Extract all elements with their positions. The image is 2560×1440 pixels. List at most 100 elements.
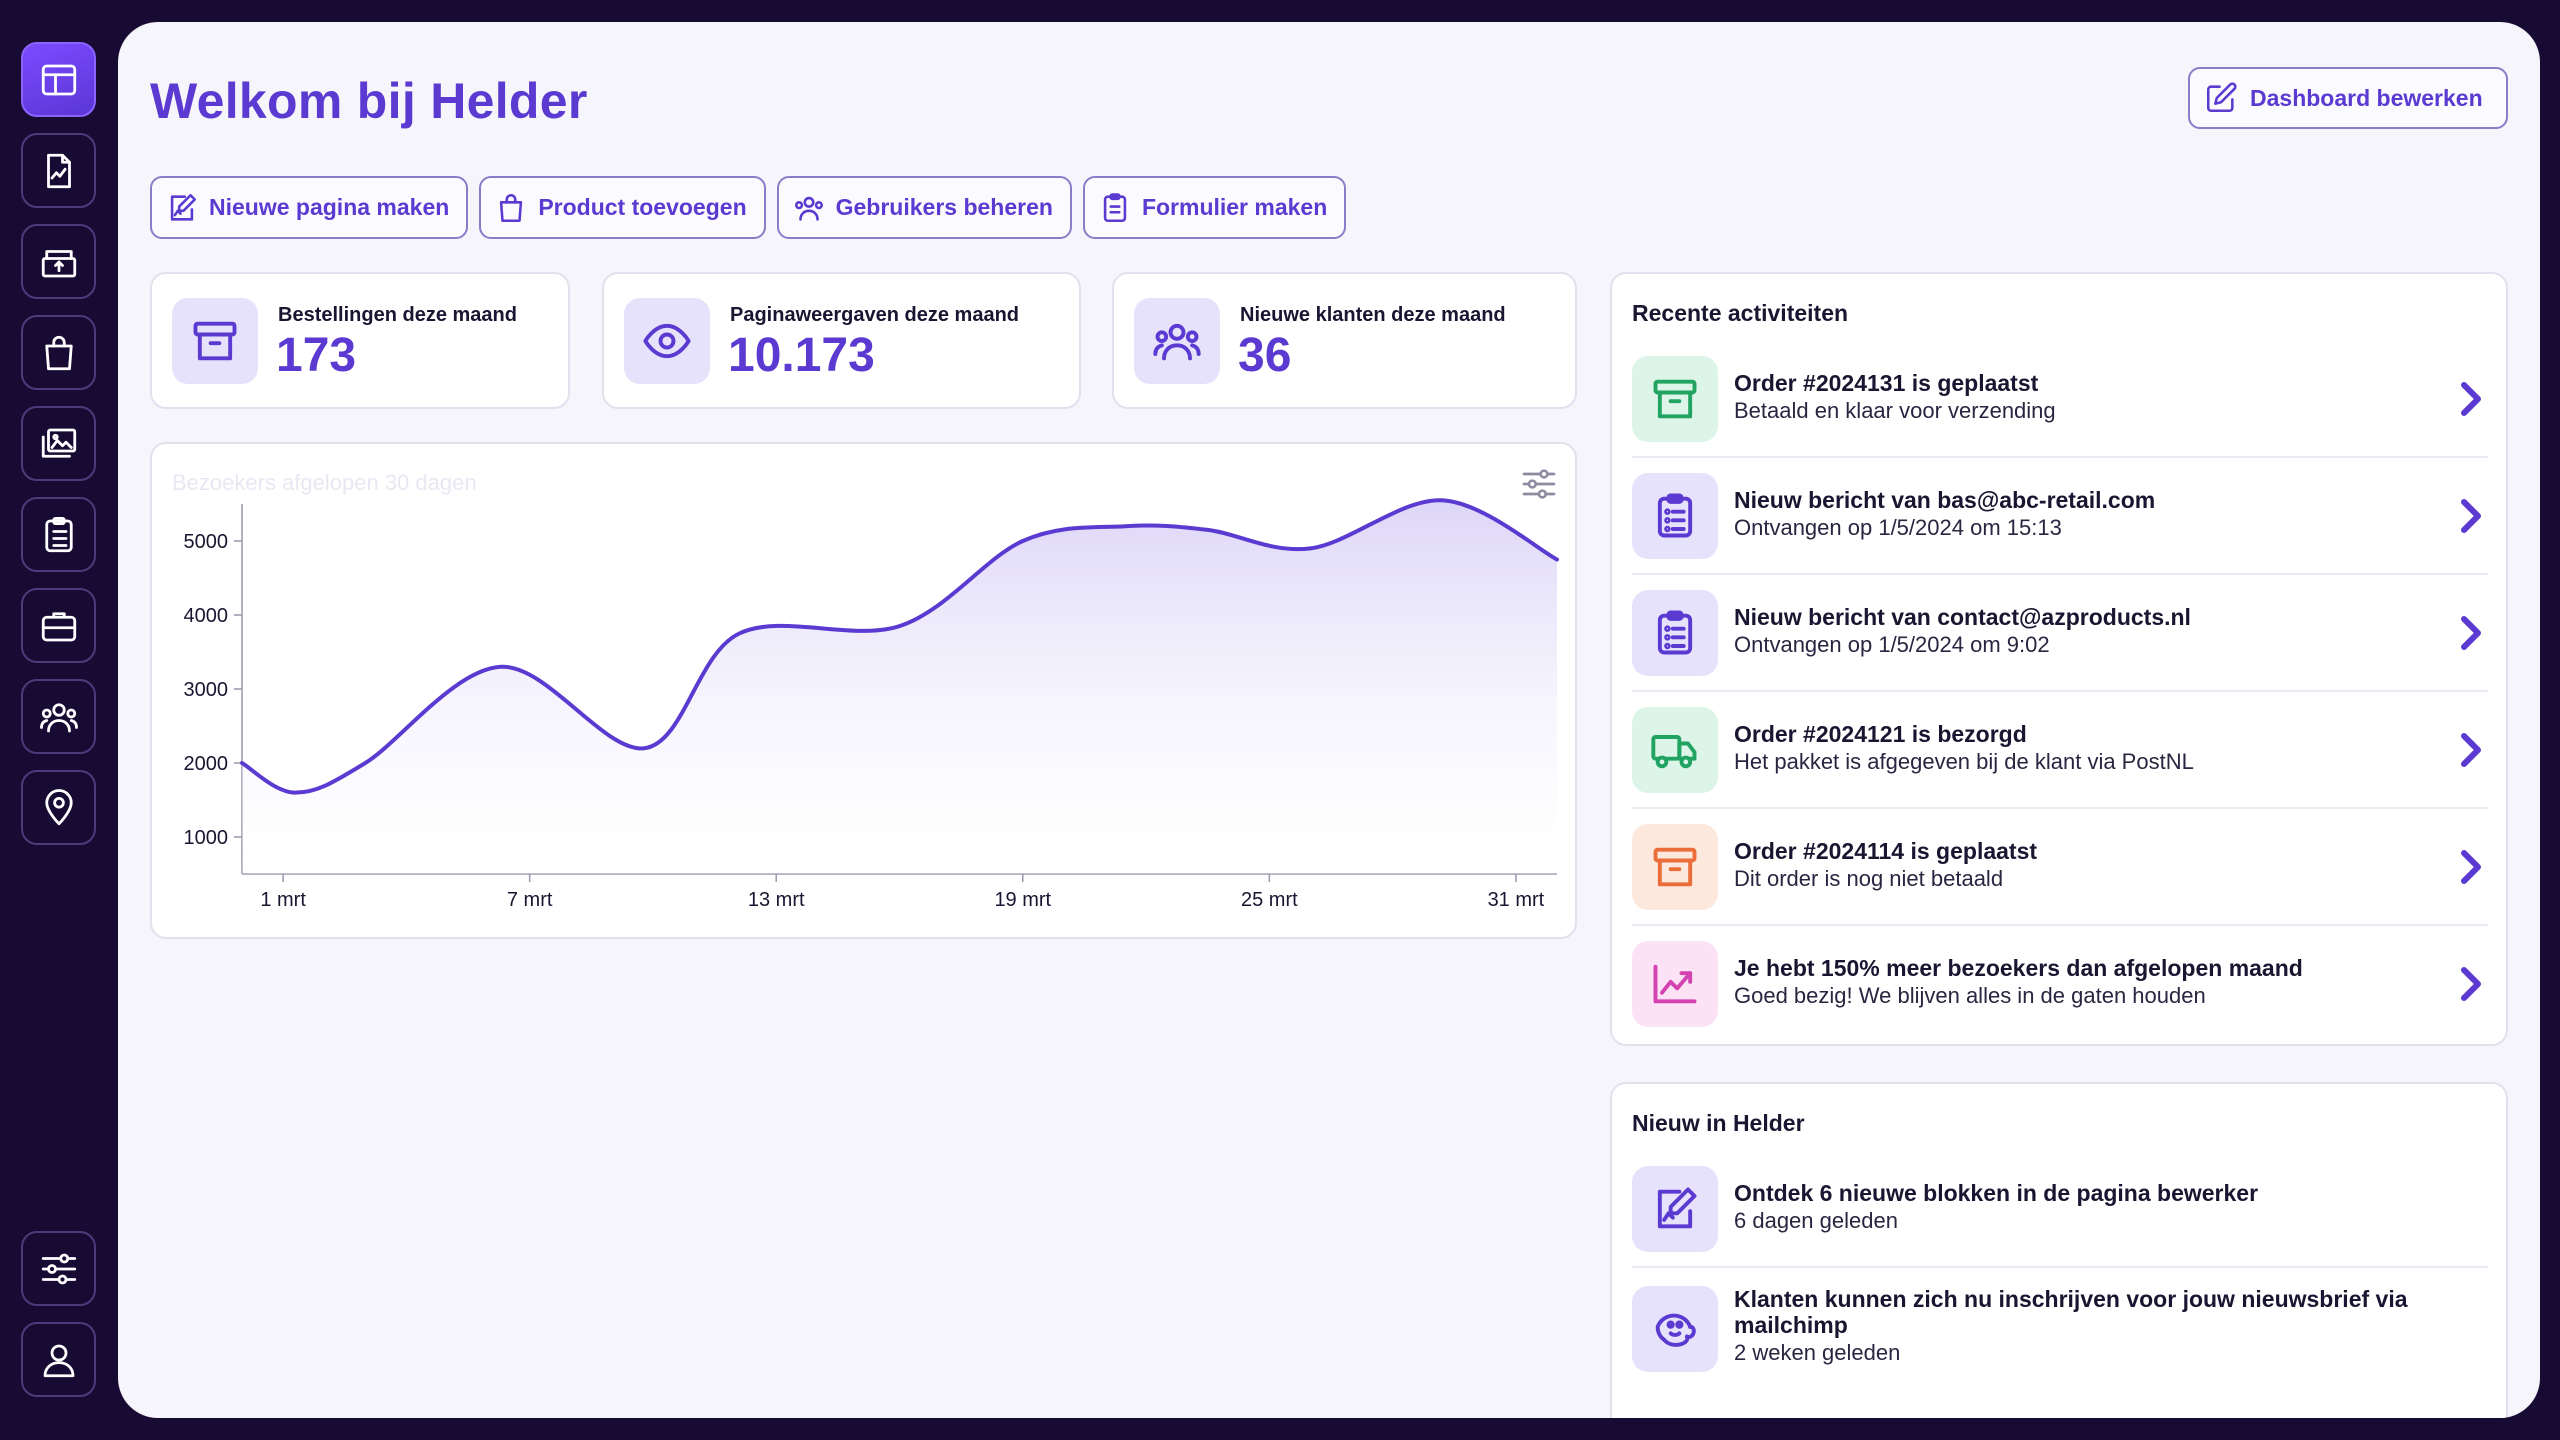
add-product-label: Product toevoegen	[538, 194, 747, 220]
mailchimp-icon	[1655, 1313, 1696, 1347]
chart-filter-button[interactable]	[1519, 464, 1559, 504]
shopping-bag-icon	[500, 193, 523, 222]
stat-customers-icon-wrap	[1134, 298, 1220, 384]
nav-settings[interactable]	[21, 1231, 96, 1306]
news-card: Nieuw in Helder Ontdek 6 nieuwe blokken …	[1610, 1082, 2508, 1418]
news-item-title: Klanten kunnen zich nu inschrijven voor …	[1734, 1286, 2408, 1338]
nav-media[interactable]	[21, 406, 96, 481]
news-item-subtitle: 6 dagen geleden	[1734, 1208, 1898, 1233]
news-icon-wrap	[1632, 1166, 1718, 1252]
stat-orders-label: Bestellingen deze maand	[278, 304, 517, 326]
add-product-button[interactable]: Product toevoegen	[479, 176, 766, 239]
news-icon-wrap	[1632, 1286, 1718, 1372]
clipboard-list-icon	[1657, 610, 1693, 655]
new-page-button[interactable]: Nieuwe pagina maken	[150, 176, 469, 239]
page-edit-icon	[170, 193, 197, 221]
news-item-title: Ontdek 6 nieuwe blokken in de pagina bew…	[1734, 1180, 2259, 1206]
activity-icon-wrap	[1632, 473, 1718, 559]
activity-icon-wrap	[1632, 824, 1718, 910]
activity-item[interactable]: Order #2024114 is geplaatst Dit order is…	[1632, 809, 2488, 926]
stat-orders: Bestellingen deze maand 173	[150, 272, 570, 409]
user-icon	[43, 1344, 74, 1377]
x-tick-label: 19 mrt	[994, 889, 1051, 911]
y-tick-label: 5000	[184, 531, 229, 553]
chevron-right-icon	[2456, 966, 2484, 1002]
nav-orders[interactable]	[21, 224, 96, 299]
stat-pageviews-icon-wrap	[624, 298, 710, 384]
activity-subtitle: Ontvangen op 1/5/2024 om 15:13	[1734, 515, 2062, 540]
manage-users-button[interactable]: Gebruikers beheren	[776, 176, 1072, 239]
chevron-right-icon	[2456, 732, 2484, 768]
x-tick-label: 31 mrt	[1488, 889, 1545, 911]
stat-customers: Nieuwe klanten deze maand 36	[1112, 272, 1577, 409]
nav-users[interactable]	[21, 679, 96, 754]
activity-subtitle: Goed bezig! We blijven alles in de gaten…	[1734, 983, 2206, 1008]
visitors-chart-card: Bezoekers afgelopen 30 dagen 1000 2000 300…	[150, 442, 1577, 939]
stat-pageviews-label: Paginaweergaven deze maand	[730, 304, 1020, 326]
stat-orders-value: 173	[276, 329, 357, 382]
document-chart-icon	[46, 153, 71, 188]
activity-title: Order #2024131 is geplaatst	[1734, 370, 2039, 396]
create-form-button[interactable]: Formulier maken	[1082, 176, 1347, 239]
page-title: Welkom bij Helder	[150, 73, 588, 129]
activity-title: Order #2024121 is bezorgd	[1734, 721, 2027, 747]
sliders-icon	[1522, 469, 1556, 499]
activity-item[interactable]: Order #2024121 is bezorgd Het pakket is …	[1632, 692, 2488, 809]
truck-icon	[1651, 735, 1697, 769]
activity-item[interactable]: Nieuw bericht van bas@abc-retail.com Ont…	[1632, 458, 2488, 575]
visitors-line	[240, 498, 1559, 795]
clipboard-list-icon	[44, 516, 73, 552]
clipboard-icon	[1103, 192, 1127, 222]
chevron-right-icon	[2456, 381, 2484, 417]
nav-locations[interactable]	[21, 770, 96, 845]
stat-pageviews: Paginaweergaven deze maand 10.173	[602, 272, 1081, 409]
activity-icon-wrap	[1632, 941, 1718, 1027]
archive-box-icon	[1653, 847, 1697, 887]
nav-pages[interactable]	[21, 133, 96, 208]
clipboard-list-icon	[1657, 493, 1693, 538]
y-tick-label: 3000	[184, 679, 229, 701]
nav-dashboard[interactable]	[21, 42, 96, 117]
activity-item[interactable]: Je hebt 150% meer bezoekers dan afgelope…	[1632, 926, 2488, 1043]
activity-item[interactable]: Order #2024131 is geplaatst Betaald en k…	[1632, 341, 2488, 458]
activity-title: Order #2024114 is geplaatst	[1734, 838, 2038, 864]
recent-activities-card: Recente activiteiten Order #2024131 is g…	[1610, 272, 2508, 1046]
create-form-label: Formulier maken	[1141, 194, 1328, 220]
activity-subtitle: Ontvangen op 1/5/2024 om 9:02	[1734, 632, 2050, 657]
y-tick-label: 2000	[184, 753, 229, 775]
stat-customers-label: Nieuwe klanten deze maand	[1240, 304, 1506, 326]
archive-box-icon	[1653, 379, 1697, 419]
stat-pageviews-value: 10.173	[728, 329, 875, 382]
stat-orders-icon-wrap	[172, 298, 258, 384]
location-pin-icon	[44, 788, 73, 825]
recent-activities-title: Recente activiteiten	[1632, 300, 1849, 326]
sidebar	[0, 0, 118, 1440]
nav-business[interactable]	[21, 588, 96, 663]
news-item[interactable]: Ontdek 6 nieuwe blokken in de pagina bew…	[1632, 1151, 2488, 1268]
activity-title: Nieuw bericht van contact@azproducts.nl	[1734, 604, 2191, 630]
y-tick-label: 1000	[184, 827, 229, 849]
sliders-icon	[41, 1253, 76, 1284]
page-edit-icon	[1657, 1187, 1697, 1229]
x-tick-label: 7 mrt	[507, 889, 553, 911]
x-tick-label: 13 mrt	[748, 889, 805, 911]
activity-icon-wrap	[1632, 356, 1718, 442]
activity-subtitle: Betaald en klaar voor verzending	[1734, 398, 2056, 423]
chevron-right-icon	[2456, 498, 2484, 534]
box-upload-icon	[41, 249, 76, 277]
news-item[interactable]: Klanten kunnen zich nu inschrijven voor …	[1632, 1268, 2488, 1396]
activity-icon-wrap	[1632, 590, 1718, 676]
chevron-right-icon	[2456, 849, 2484, 885]
new-page-label: Nieuwe pagina maken	[209, 194, 450, 220]
news-title: Nieuw in Helder	[1632, 1110, 1805, 1136]
news-item-subtitle: 2 weken geleden	[1734, 1340, 1901, 1365]
activity-item[interactable]: Nieuw bericht van contact@azproducts.nl …	[1632, 575, 2488, 692]
nav-products[interactable]	[21, 315, 96, 390]
shopping-bag-icon	[44, 335, 73, 370]
nav-forms[interactable]	[21, 497, 96, 572]
edit-icon	[2206, 82, 2237, 113]
stat-customers-value: 36	[1238, 329, 1292, 382]
edit-dashboard-button[interactable]: Dashboard bewerken	[2188, 67, 2508, 129]
nav-account[interactable]	[21, 1322, 96, 1397]
activity-subtitle: Dit order is nog niet betaald	[1734, 866, 2004, 891]
